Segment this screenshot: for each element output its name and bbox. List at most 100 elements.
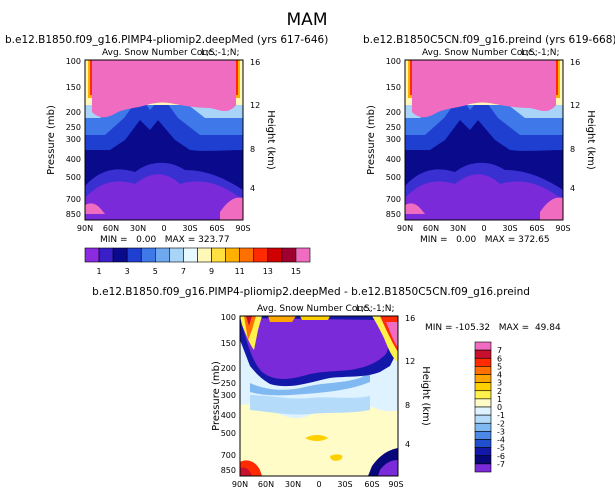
colorbar-swatch <box>474 463 492 473</box>
y-tick-label: 700 <box>66 195 81 204</box>
y-tick-label: 200 <box>386 108 401 117</box>
x-tick-label: 60S <box>209 224 224 233</box>
colorbar-label: -7 <box>497 460 505 469</box>
y-tick-label: 300 <box>66 135 81 144</box>
run-title: b.e12.B1850.f09_g16.PIMP4-pliomip2.deepM… <box>5 34 328 46</box>
plot-frame <box>239 315 399 477</box>
colorbar-swatch <box>474 439 492 448</box>
colorbar-label: 0 <box>497 403 502 412</box>
colorbar-swatch <box>267 247 283 263</box>
y-tick-label-right: 16 <box>405 314 415 323</box>
colorbar-swatch <box>281 247 297 263</box>
y-tick-label: 850 <box>66 210 81 219</box>
level-tag: L;S;-1;N; <box>356 304 395 314</box>
colorbar-label: 11 <box>235 267 245 276</box>
var-title: Avg. Snow Number Conc. <box>422 48 536 58</box>
colorbar-label: 3 <box>497 379 502 388</box>
y-axis-label: Pressure (mb) <box>211 361 222 431</box>
y-tick-label: 500 <box>221 429 236 438</box>
y-ticks-left: 100 150 200 250 300 400 500 700 850 <box>386 57 401 219</box>
panel-top-right: b.e12.B1850C5CN.f09_g16.preind (yrs 619-… <box>363 34 615 245</box>
colorbar-label: 1 <box>97 267 102 276</box>
colorbar-swatch <box>474 406 492 416</box>
x-tick-label: 30S <box>502 224 517 233</box>
x-tick-label: 90N <box>77 224 93 233</box>
y-axis-label-right: Height (km) <box>420 366 431 426</box>
colorbar-swatch <box>253 247 269 263</box>
x-tick-label: 30S <box>182 224 197 233</box>
y-tick-label: 400 <box>66 155 81 164</box>
colorbar-swatch <box>474 422 492 432</box>
colorbar-swatch <box>183 247 198 263</box>
y-tick-label: 150 <box>221 339 236 348</box>
y-tick-label-right: 12 <box>405 357 415 366</box>
y-axis-label-right: Height (km) <box>585 110 596 170</box>
colorbar-swatch <box>112 247 128 263</box>
colorbar-swatch <box>169 247 184 263</box>
stats-text: MIN = -105.32 MAX = 49.84 <box>425 323 561 333</box>
colorbar-label: 15 <box>291 267 301 276</box>
colorbar-swatch <box>474 382 492 392</box>
colorbar-swatch <box>474 398 492 408</box>
x-ticks: 90N 60N 30N 0 30S 60S 90S <box>77 224 251 233</box>
x-tick-label: 90N <box>397 224 413 233</box>
y-tick-label: 500 <box>66 173 81 182</box>
colorbar-swatch <box>474 390 492 400</box>
y-ticks-left: 100 150 200 250 300 400 500 700 850 <box>221 313 236 475</box>
plot-frame <box>404 59 564 221</box>
heatmap-field <box>85 60 243 220</box>
y-tick-label: 850 <box>386 210 401 219</box>
colorbar-label: 7 <box>497 346 502 355</box>
stats-text: MIN = 0.00 MAX = 323.77 <box>100 235 230 245</box>
var-title: Avg. Snow Number Conc. <box>102 48 216 58</box>
run-title: b.e12.B1850C5CN.f09_g16.preind (yrs 619-… <box>363 34 615 46</box>
colorbar-swatch <box>225 247 240 263</box>
colorbar-label: 4 <box>497 371 502 380</box>
page-title: MAM <box>287 10 328 30</box>
x-tick-label: 0 <box>316 480 321 489</box>
colorbar-label: 5 <box>153 267 158 276</box>
colorbar-label: 2 <box>497 387 502 396</box>
x-tick-label: 60S <box>364 480 379 489</box>
y-ticks-right: 16 12 8 4 <box>405 314 415 449</box>
y-tick-label-right: 4 <box>570 184 575 193</box>
colorbar-swatch <box>474 447 492 457</box>
colorbar-label: -4 <box>497 436 505 445</box>
colorbar-label: 9 <box>209 267 214 276</box>
plot-frame <box>84 59 244 221</box>
x-tick-label: 60N <box>103 224 119 233</box>
colorbar-swatch <box>474 366 492 375</box>
colorbar-label: -2 <box>497 419 505 428</box>
colorbar-swatch <box>140 247 156 263</box>
x-tick-label: 30S <box>337 480 352 489</box>
y-tick-label-right: 12 <box>250 101 260 110</box>
y-tick-label: 250 <box>386 123 401 132</box>
colorbar-swatch <box>474 374 492 383</box>
y-ticks-left: 100 150 200 250 300 400 500 700 850 <box>66 57 81 219</box>
colorbar-label: -3 <box>497 427 505 436</box>
y-tick-label: 700 <box>386 195 401 204</box>
y-tick-label: 250 <box>66 123 81 132</box>
panel-difference: b.e12.B1850.f09_g16.PIMP4-pliomip2.deepM… <box>92 286 561 489</box>
y-tick-label-right: 12 <box>570 101 580 110</box>
heatmap-field <box>240 316 398 476</box>
y-tick-label: 300 <box>386 135 401 144</box>
colorbar-label: 13 <box>263 267 273 276</box>
colorbar-swatch <box>474 357 492 367</box>
y-ticks-right: 16 12 8 4 <box>570 58 580 193</box>
level-tag: L;S;-1;N; <box>201 48 240 58</box>
y-tick-label-right: 4 <box>405 440 410 449</box>
y-tick-label: 200 <box>221 364 236 373</box>
colorbar-swatch <box>155 247 170 263</box>
colorbar-swatch <box>474 341 492 351</box>
colorbar-swatch <box>295 247 311 263</box>
x-tick-label: 30N <box>285 480 301 489</box>
y-axis-label: Pressure (mb) <box>46 105 57 175</box>
y-tick-label-right: 8 <box>405 401 410 410</box>
x-tick-label: 30N <box>450 224 466 233</box>
colorbar-swatch <box>98 247 114 263</box>
colorbar-swatch <box>474 431 492 440</box>
x-tick-label: 30N <box>130 224 146 233</box>
stats-text: MIN = 0.00 MAX = 372.65 <box>420 235 550 245</box>
